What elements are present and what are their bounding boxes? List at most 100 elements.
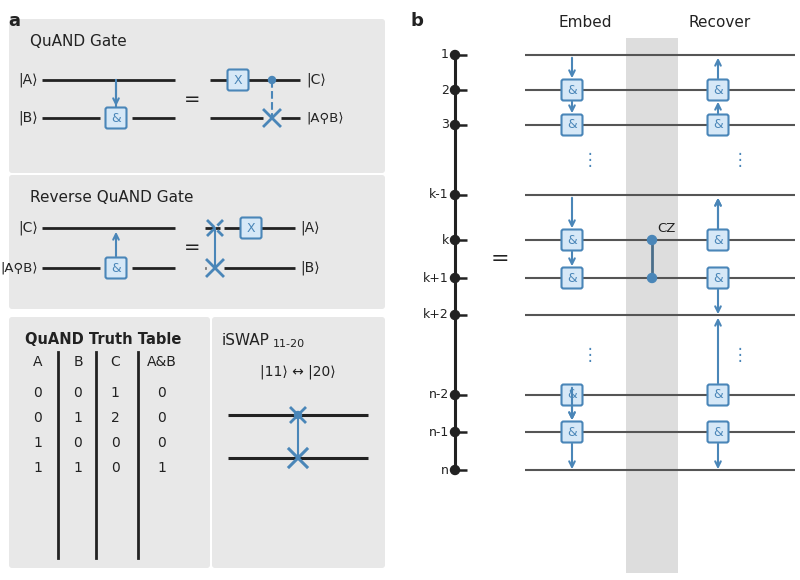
Text: b: b (410, 12, 423, 30)
Text: 1: 1 (110, 386, 119, 400)
Text: Reverse QuAND Gate: Reverse QuAND Gate (30, 190, 194, 205)
Text: Recover: Recover (689, 15, 751, 30)
Text: C: C (110, 355, 120, 369)
Text: &: & (713, 118, 723, 132)
FancyBboxPatch shape (707, 114, 729, 136)
Circle shape (450, 85, 459, 95)
Text: &: & (111, 111, 121, 125)
Text: X: X (246, 222, 255, 234)
Text: 2: 2 (441, 84, 449, 96)
Text: 1: 1 (74, 411, 82, 425)
Circle shape (450, 274, 459, 282)
Text: ⋮: ⋮ (446, 346, 464, 364)
Circle shape (450, 427, 459, 437)
Text: |B⟩: |B⟩ (18, 111, 38, 125)
Text: 0: 0 (158, 386, 166, 400)
FancyBboxPatch shape (9, 19, 385, 173)
Text: 0: 0 (110, 436, 119, 450)
Text: ⋮: ⋮ (446, 151, 464, 169)
Text: a: a (8, 12, 20, 30)
Text: ⋮: ⋮ (732, 151, 748, 169)
FancyBboxPatch shape (106, 258, 126, 278)
Circle shape (450, 390, 459, 400)
Text: |C⟩: |C⟩ (306, 72, 326, 87)
Text: Embed: Embed (558, 15, 612, 30)
Circle shape (294, 411, 302, 419)
Circle shape (450, 50, 459, 60)
Text: 0: 0 (158, 411, 166, 425)
FancyBboxPatch shape (707, 267, 729, 288)
Text: |A⟩: |A⟩ (18, 72, 38, 87)
FancyBboxPatch shape (562, 114, 582, 136)
Text: &: & (567, 118, 577, 132)
Text: =: = (490, 249, 510, 269)
Text: k+2: k+2 (423, 309, 449, 321)
Text: 0: 0 (34, 411, 42, 425)
FancyBboxPatch shape (562, 422, 582, 443)
Text: 0: 0 (74, 436, 82, 450)
Text: CZ: CZ (657, 222, 675, 234)
FancyBboxPatch shape (227, 70, 249, 90)
FancyBboxPatch shape (562, 267, 582, 288)
Text: &: & (567, 84, 577, 96)
Text: =: = (184, 89, 200, 108)
FancyBboxPatch shape (562, 230, 582, 251)
Text: 11-20: 11-20 (273, 339, 305, 349)
Text: &: & (713, 271, 723, 285)
Text: 2: 2 (110, 411, 119, 425)
Text: ⋮: ⋮ (732, 346, 748, 364)
Text: iSWAP: iSWAP (222, 333, 270, 348)
Circle shape (450, 190, 459, 200)
FancyBboxPatch shape (707, 79, 729, 100)
FancyBboxPatch shape (106, 107, 126, 129)
Text: 0: 0 (34, 386, 42, 400)
Text: &: & (713, 234, 723, 246)
Text: |C⟩: |C⟩ (18, 221, 38, 235)
Text: ⋮: ⋮ (582, 151, 598, 169)
Circle shape (647, 235, 657, 245)
Text: &: & (713, 389, 723, 401)
Text: n-2: n-2 (429, 389, 449, 401)
Text: |A⚲B⟩: |A⚲B⟩ (306, 111, 343, 125)
Text: |B⟩: |B⟩ (300, 261, 320, 276)
Text: QuAND Gate: QuAND Gate (30, 34, 126, 49)
Text: A&B: A&B (147, 355, 177, 369)
Circle shape (269, 77, 275, 84)
Text: 0: 0 (158, 436, 166, 450)
FancyBboxPatch shape (562, 79, 582, 100)
Bar (626, 38, 678, 573)
Text: 1: 1 (74, 461, 82, 475)
Text: n-1: n-1 (429, 426, 449, 438)
Text: 0: 0 (74, 386, 82, 400)
Text: k-1: k-1 (430, 188, 449, 201)
Text: B: B (73, 355, 83, 369)
Text: 0: 0 (110, 461, 119, 475)
Text: &: & (567, 234, 577, 246)
Text: QuAND Truth Table: QuAND Truth Table (25, 332, 182, 347)
Text: &: & (713, 84, 723, 96)
Text: |A⟩: |A⟩ (300, 221, 319, 235)
FancyBboxPatch shape (707, 230, 729, 251)
Text: |A⚲B⟩: |A⚲B⟩ (1, 262, 38, 274)
Text: X: X (234, 74, 242, 86)
Text: k: k (442, 234, 449, 246)
Circle shape (450, 466, 459, 474)
Text: 1: 1 (158, 461, 166, 475)
Text: 1: 1 (441, 49, 449, 61)
Circle shape (450, 235, 459, 245)
Text: &: & (567, 271, 577, 285)
FancyBboxPatch shape (707, 385, 729, 405)
Text: |11⟩ ↔ |20⟩: |11⟩ ↔ |20⟩ (260, 365, 336, 379)
FancyBboxPatch shape (562, 385, 582, 405)
Circle shape (450, 310, 459, 320)
FancyBboxPatch shape (9, 317, 210, 568)
FancyBboxPatch shape (241, 218, 262, 238)
Text: 1: 1 (34, 436, 42, 450)
FancyBboxPatch shape (212, 317, 385, 568)
FancyBboxPatch shape (9, 175, 385, 309)
Text: n: n (441, 463, 449, 477)
Text: A: A (34, 355, 42, 369)
Text: 1: 1 (34, 461, 42, 475)
Circle shape (647, 274, 657, 282)
Text: ⋮: ⋮ (582, 346, 598, 364)
